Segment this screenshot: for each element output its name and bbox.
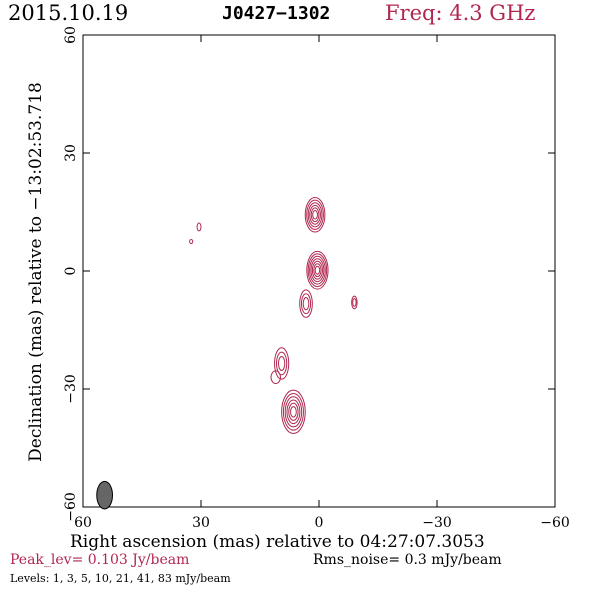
frequency-label: Freq: 4.3 GHz xyxy=(385,1,536,25)
y-axis-label: Declination (mas) relative to −13:02:53.… xyxy=(26,82,46,462)
peak-level: Peak_lev= 0.103 Jy/beam xyxy=(10,552,190,568)
contour-line xyxy=(307,202,323,228)
contour-line xyxy=(189,239,194,244)
contour-line xyxy=(196,222,202,232)
x-axis-label: Right ascension (mas) relative to 04:27:… xyxy=(70,532,485,552)
rms-noise: Rms_noise= 0.3 mJy/beam xyxy=(313,552,502,568)
plot-frame xyxy=(82,34,556,508)
beam-ellipse xyxy=(96,480,113,510)
contour-line xyxy=(304,196,326,233)
contour-line xyxy=(307,253,328,288)
contour-line xyxy=(302,297,310,311)
y-tick-label: 30 xyxy=(63,144,79,162)
contour-line xyxy=(290,406,297,418)
contour-line xyxy=(300,293,312,315)
component-core xyxy=(306,250,329,290)
contour-line xyxy=(288,402,299,421)
component-nw-spot-a xyxy=(196,222,202,232)
contour-line xyxy=(311,260,323,280)
contour-line xyxy=(309,255,326,285)
component-south-2-tail xyxy=(270,370,281,384)
y-tick-label: −30 xyxy=(63,374,79,404)
x-tick-label: 0 xyxy=(315,515,324,531)
component-nw-spot-b xyxy=(189,239,194,244)
x-tick-label: 30 xyxy=(192,515,210,531)
component-east-spot xyxy=(351,295,358,310)
component-south-2 xyxy=(274,347,290,380)
contour-levels: Levels: 1, 3, 5, 10, 21, 41, 83 mJy/beam xyxy=(10,572,231,585)
contour-line xyxy=(282,392,304,431)
contour-line xyxy=(314,265,321,275)
y-tick-label: 60 xyxy=(63,26,79,44)
contour-line xyxy=(310,207,320,223)
contour-line xyxy=(306,250,329,290)
contour-line xyxy=(351,295,358,310)
contour-line xyxy=(284,396,303,428)
component-north xyxy=(304,196,326,233)
contour-line xyxy=(286,399,301,425)
x-tick-label: −60 xyxy=(540,515,570,531)
contour-line xyxy=(309,204,321,225)
contour-line xyxy=(306,199,324,230)
contour-line xyxy=(277,355,286,371)
contour-line xyxy=(312,210,318,220)
source-name: J0427−1302 xyxy=(222,3,331,24)
component-south-1 xyxy=(299,289,313,318)
x-tick-label: 60 xyxy=(74,515,92,531)
contour-line xyxy=(270,370,281,384)
component-south-3 xyxy=(281,389,306,434)
contour-line xyxy=(274,347,290,380)
contour-line xyxy=(352,298,357,307)
y-tick-label: −60 xyxy=(63,492,79,522)
contour-line xyxy=(281,389,306,434)
contour-line xyxy=(313,263,322,278)
observation-date: 2015.10.19 xyxy=(8,1,129,25)
x-tick-label: −30 xyxy=(422,515,452,531)
contour-line xyxy=(310,258,325,283)
contour-line xyxy=(299,289,313,318)
y-tick-label: 0 xyxy=(63,267,79,276)
contour-line xyxy=(276,351,288,376)
